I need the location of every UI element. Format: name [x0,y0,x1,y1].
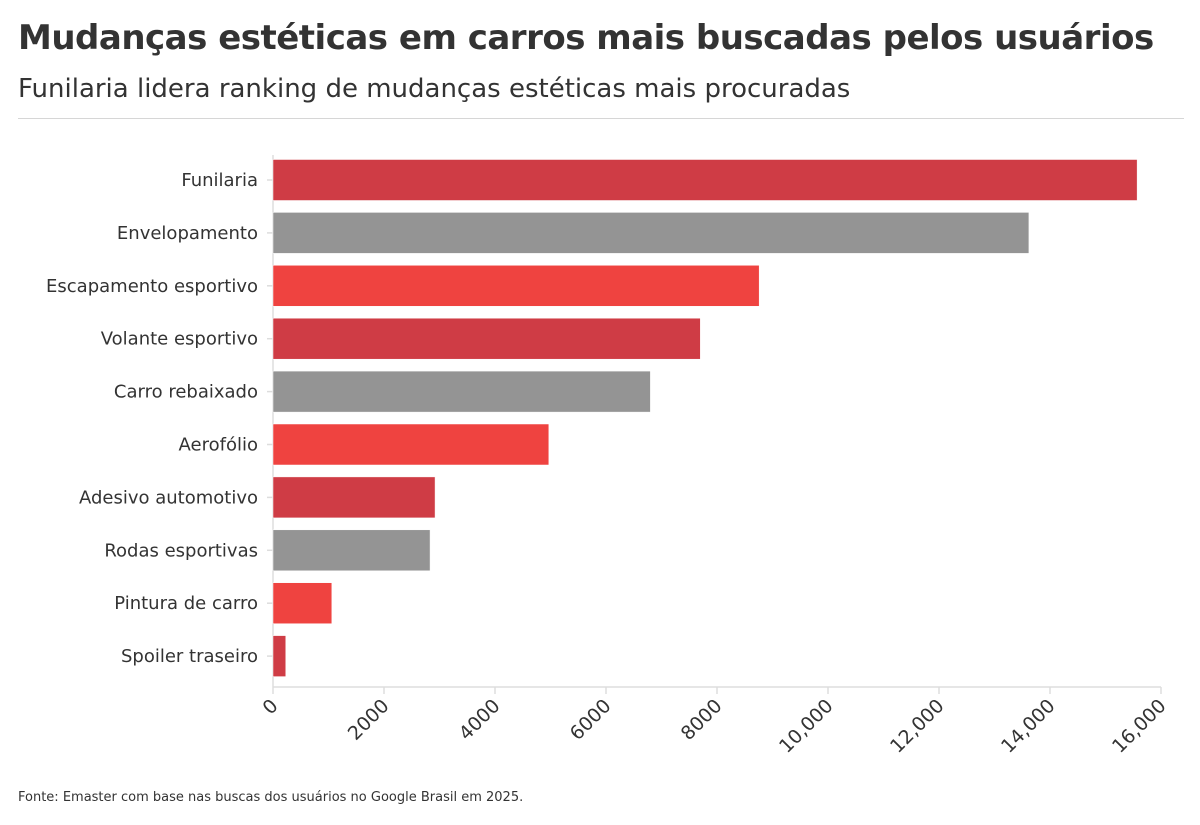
bar-envelopamento [272,212,1030,254]
bar-carro-rebaixado [272,370,651,413]
y-tick-label: Envelopamento [117,223,258,244]
x-tick-label: 16,000 [1108,695,1171,758]
x-tick-label: 8000 [677,695,727,745]
bar-chart: Funilaria Envelopamento Escapamento esport… [46,155,1171,758]
bar-adesivo-automotivo [272,476,436,519]
y-tick-label: Carro rebaixado [114,382,258,403]
x-tick-label: 4000 [455,695,505,745]
x-tick-label: 6000 [566,695,616,745]
chart-title: Mudanças estéticas em carros mais buscad… [18,18,1154,58]
bar-aerof-lio [272,423,550,466]
y-tick-label: Aerofólio [179,435,258,456]
x-tick-label: 14,000 [997,695,1060,758]
source-note: Fonte: Emaster com base nas buscas dos u… [18,790,524,805]
y-tick-label: Escapamento esportivo [46,276,258,297]
y-tick-label: Volante esportivo [101,329,258,350]
x-tick-label: 0 [258,695,282,719]
x-tick-label: 12,000 [886,695,949,758]
bar-rodas-esportivas [272,529,431,572]
y-tick-label: Funilaria [181,170,258,191]
y-tick-label: Pintura de carro [114,593,258,614]
x-tick-label: 2000 [344,695,394,745]
bar-funilaria [272,159,1138,201]
chart-subtitle: Funilaria lidera ranking de mudanças est… [18,74,851,104]
x-tick-label: 10,000 [775,695,838,758]
bar-spoiler-traseiro [272,635,287,677]
y-tick-label: Rodas esportivas [104,540,258,561]
bar-pintura-de-carro [272,582,333,624]
y-tick-label: Adesivo automotivo [79,487,258,508]
bar-escapamento-esportivo [272,265,760,307]
y-tick-label: Spoiler traseiro [121,646,258,667]
header-divider [18,118,1184,119]
bar-volante-esportivo [272,317,701,360]
